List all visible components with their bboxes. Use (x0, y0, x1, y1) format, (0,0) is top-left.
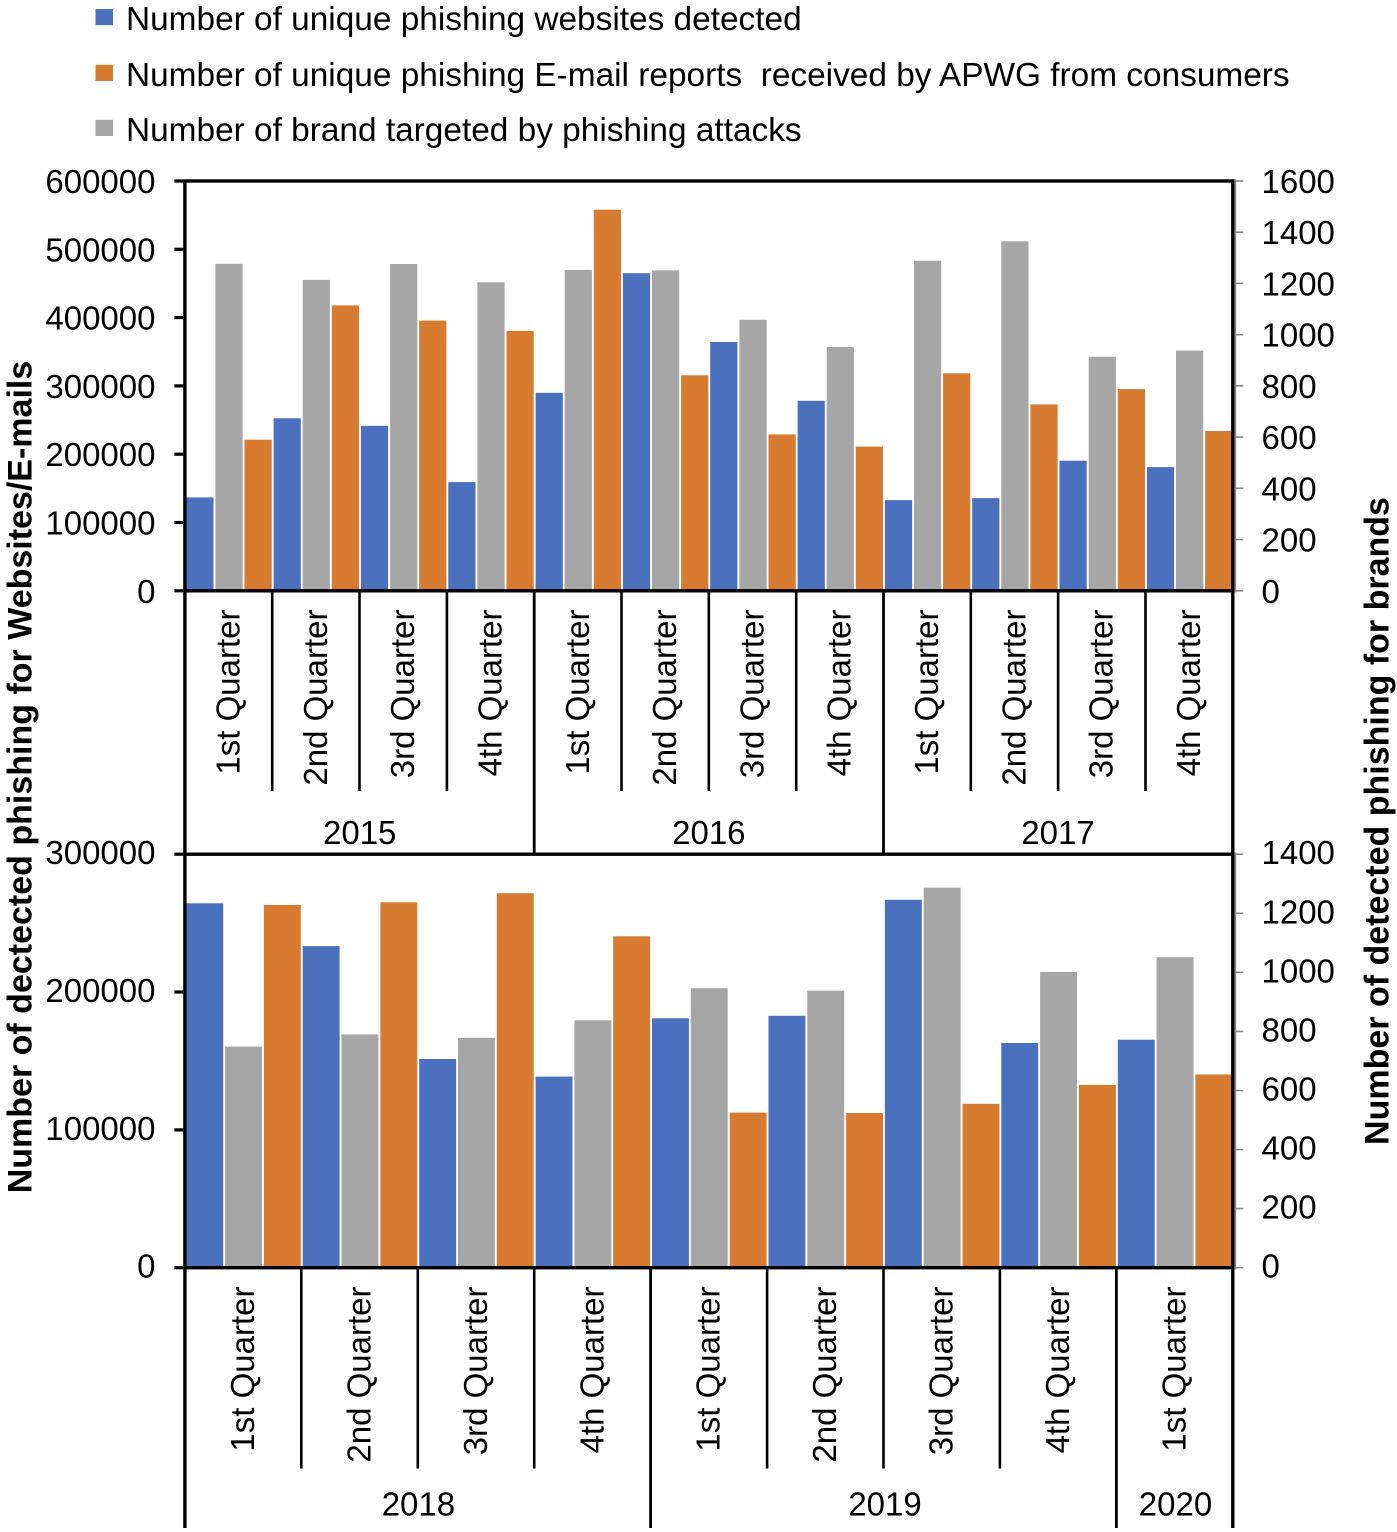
svg-text:1000: 1000 (1262, 317, 1335, 354)
svg-text:4th Quarter: 4th Quarter (471, 609, 508, 776)
svg-text:400000: 400000 (45, 300, 155, 337)
svg-text:2015: 2015 (323, 814, 396, 851)
svg-text:2020: 2020 (1139, 1486, 1212, 1523)
svg-text:2nd Quarter: 2nd Quarter (806, 1286, 843, 1462)
svg-text:3rd Quarter: 3rd Quarter (1083, 610, 1120, 779)
svg-text:3rd Quarter: 3rd Quarter (457, 1287, 494, 1456)
svg-text:4th Quarter: 4th Quarter (573, 1286, 610, 1453)
svg-text:3rd Quarter: 3rd Quarter (923, 1287, 960, 1456)
svg-text:100000: 100000 (45, 1110, 155, 1147)
svg-text:1st Quarter: 1st Quarter (1155, 1287, 1192, 1452)
svg-text:2017: 2017 (1021, 814, 1094, 851)
svg-text:1400: 1400 (1262, 834, 1335, 871)
svg-text:4th Quarter: 4th Quarter (821, 609, 858, 776)
svg-text:4th Quarter: 4th Quarter (1039, 1286, 1076, 1453)
svg-text:400: 400 (1262, 470, 1317, 507)
svg-text:2nd Quarter: 2nd Quarter (340, 1286, 377, 1462)
svg-text:500000: 500000 (45, 231, 155, 268)
svg-text:1st Quarter: 1st Quarter (690, 1287, 727, 1452)
svg-text:4th Quarter: 4th Quarter (1170, 609, 1207, 776)
svg-text:2019: 2019 (848, 1486, 921, 1523)
svg-text:200: 200 (1262, 1189, 1317, 1226)
svg-text:2nd Quarter: 2nd Quarter (995, 609, 1032, 785)
svg-text:600: 600 (1262, 419, 1317, 456)
svg-text:0: 0 (137, 1248, 155, 1285)
svg-text:1st Quarter: 1st Quarter (209, 610, 246, 775)
svg-text:Number of brand targeted by ph: Number of brand targeted by phishing att… (126, 112, 802, 149)
svg-text:800: 800 (1262, 368, 1317, 405)
svg-text:100000: 100000 (45, 505, 155, 542)
svg-text:0: 0 (1262, 573, 1280, 610)
svg-text:1st Quarter: 1st Quarter (559, 610, 596, 775)
svg-text:800: 800 (1262, 1011, 1317, 1048)
svg-text:0: 0 (137, 573, 155, 610)
svg-text:2018: 2018 (382, 1486, 455, 1523)
svg-text:400: 400 (1262, 1130, 1317, 1167)
svg-text:1200: 1200 (1262, 265, 1335, 302)
svg-text:1st Quarter: 1st Quarter (224, 1287, 261, 1452)
svg-text:2016: 2016 (672, 814, 745, 851)
svg-text:Number of detected phishing fo: Number of detected phishing for brands (1359, 497, 1397, 1145)
svg-text:1000: 1000 (1262, 952, 1335, 989)
svg-text:Number of unique phishing E-ma: Number of unique phishing E-mail reports… (126, 57, 1290, 94)
svg-text:Number of dectected phishing f: Number of dectected phishing for Website… (2, 361, 40, 1194)
svg-text:3rd Quarter: 3rd Quarter (733, 610, 770, 779)
svg-text:200000: 200000 (45, 972, 155, 1009)
svg-text:0: 0 (1262, 1248, 1280, 1285)
svg-text:1400: 1400 (1262, 214, 1335, 251)
svg-text:1st Quarter: 1st Quarter (908, 610, 945, 775)
svg-text:1200: 1200 (1262, 893, 1335, 930)
svg-text:200: 200 (1262, 522, 1317, 559)
svg-text:300000: 300000 (45, 368, 155, 405)
svg-text:1600: 1600 (1262, 163, 1335, 200)
svg-text:600: 600 (1262, 1071, 1317, 1108)
svg-text:200000: 200000 (45, 436, 155, 473)
svg-text:Number of unique phishing webs: Number of unique phishing websites detec… (126, 1, 802, 38)
svg-text:600000: 600000 (45, 163, 155, 200)
svg-text:300000: 300000 (45, 834, 155, 871)
svg-text:2nd Quarter: 2nd Quarter (646, 609, 683, 785)
svg-text:2nd Quarter: 2nd Quarter (297, 609, 334, 785)
svg-text:3rd Quarter: 3rd Quarter (384, 610, 421, 779)
